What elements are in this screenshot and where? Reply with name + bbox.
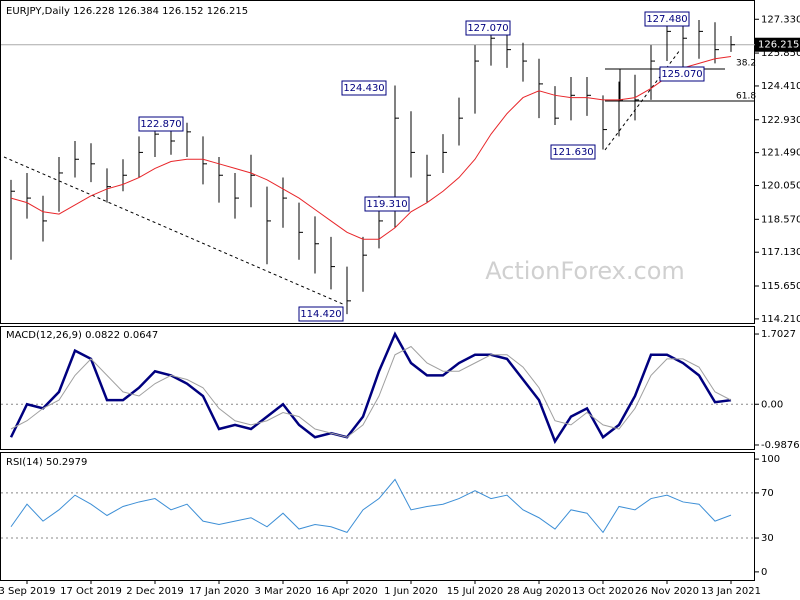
y-tick-label: -0.9876: [761, 440, 800, 451]
macd-title: MACD(12,26,9) 0.0822 0.0647: [6, 330, 158, 341]
annotation-box: [659, 66, 705, 82]
price-frame: [0, 0, 755, 324]
x-tick-label: 16 Apr 2020: [316, 586, 378, 597]
annotation-box: [550, 144, 596, 160]
annotation: 119.310: [366, 199, 407, 210]
rsi-title: RSI(14) 50.2979: [6, 457, 87, 468]
fib-label: 38.2: [736, 59, 756, 69]
series-line: [10, 478, 732, 534]
annotation-box: [364, 196, 410, 212]
y-tick-label: 0.00: [761, 399, 783, 410]
y-tick-label: 125.850: [761, 48, 800, 59]
annotation-box: [138, 116, 184, 132]
y-tick-label: 30: [761, 533, 774, 544]
y-tick-label: 117.130: [761, 247, 800, 258]
y-tick-label: 122.930: [761, 115, 800, 126]
macd-frame: [0, 326, 755, 450]
x-tick-label: 1 Jun 2020: [384, 586, 438, 597]
annotation: 127.480: [646, 14, 687, 25]
y-tick-label: 124.410: [761, 81, 800, 92]
annotation: 121.630: [552, 147, 593, 158]
last-price-label: 126.215: [758, 40, 799, 51]
x-tick-label: 2 Dec 2019: [126, 586, 184, 597]
last-price-box: [755, 37, 800, 52]
series-line: [10, 345, 732, 438]
x-tick-label: 26 Nov 2020: [635, 586, 699, 597]
x-tick-label: 28 Aug 2020: [507, 586, 571, 597]
y-tick-label: 1.7027: [761, 329, 796, 340]
y-tick-label: 0: [761, 567, 767, 578]
annotation: 114.420: [300, 309, 341, 320]
y-tick-label: 114.210: [761, 314, 800, 325]
x-tick-label: 17 Jan 2020: [189, 586, 249, 597]
y-tick-label: 127.330: [761, 14, 800, 25]
price-title: EURJPY,Daily 126.228 126.384 126.152 126…: [6, 6, 248, 17]
x-tick-label: 3 Mar 2020: [254, 586, 311, 597]
y-tick-label: 121.490: [761, 148, 800, 159]
annotation: 127.070: [467, 23, 508, 34]
annotation: 125.070: [661, 69, 702, 80]
annotation-box: [341, 80, 387, 96]
fib-label: 61.8: [736, 92, 756, 102]
annotation: 124.430: [343, 83, 384, 94]
y-tick-label: 100: [761, 454, 780, 465]
rsi-frame: [0, 452, 755, 581]
annotation: 122.870: [140, 119, 181, 130]
annotation-box: [644, 11, 690, 27]
y-tick-label: 70: [761, 488, 774, 499]
y-tick-label: 115.650: [761, 281, 800, 292]
x-tick-label: 17 Oct 2019: [60, 586, 122, 597]
x-tick-label: 13 Oct 2020: [572, 586, 634, 597]
annotation-box: [465, 20, 511, 36]
x-tick-label: 15 Jul 2020: [447, 586, 504, 597]
y-tick-label: 120.050: [761, 181, 800, 192]
watermark: ActionForex.com: [485, 257, 685, 285]
x-tick-label: 13 Jan 2021: [701, 586, 761, 597]
annotation-box: [298, 306, 344, 322]
trend-line: [3, 156, 346, 306]
moving-average: [10, 55, 732, 240]
x-tick-label: 3 Sep 2019: [0, 586, 56, 597]
y-tick-label: 118.570: [761, 214, 800, 225]
